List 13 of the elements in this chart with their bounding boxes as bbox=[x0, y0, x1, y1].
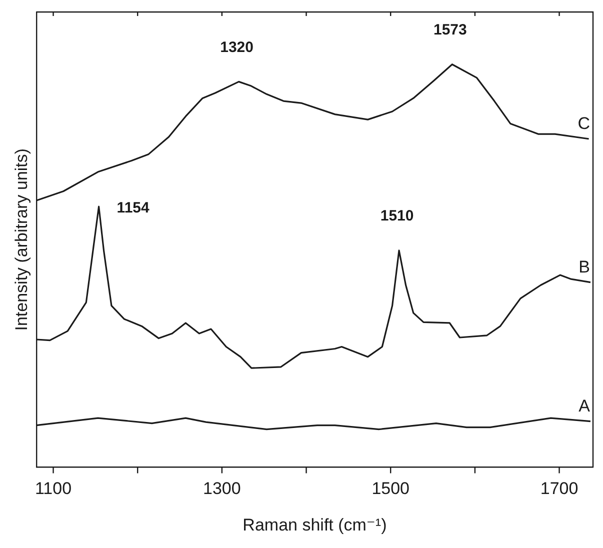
series-label: C bbox=[578, 114, 590, 134]
x-tick-label: 1100 bbox=[34, 479, 72, 498]
annotation: 1573 bbox=[433, 22, 467, 39]
x-tick-label: 1700 bbox=[540, 479, 578, 498]
series-label: A bbox=[578, 396, 591, 416]
annotation: 1510 bbox=[380, 208, 414, 225]
x-tick-label: 1500 bbox=[372, 479, 410, 498]
series-label: B bbox=[578, 257, 590, 276]
annotation: 1320 bbox=[220, 38, 254, 56]
x-axis-title: Raman shift (cm⁻¹) bbox=[242, 515, 387, 534]
y-axis-title: Intensity (arbitrary units) bbox=[12, 148, 31, 331]
annotation: 1154 bbox=[116, 200, 150, 217]
x-tick-label: 1300 bbox=[203, 479, 241, 498]
